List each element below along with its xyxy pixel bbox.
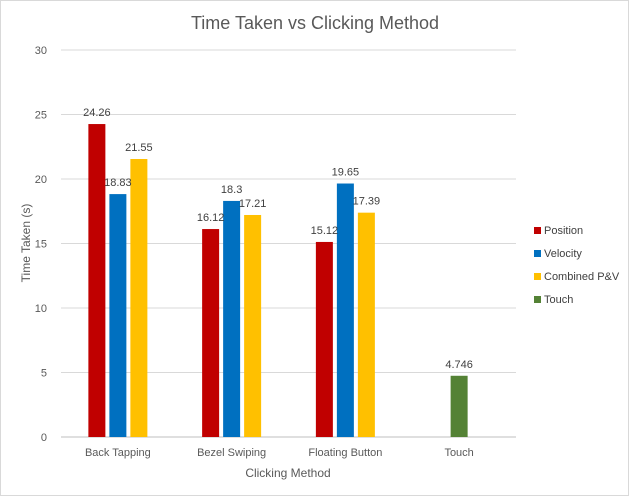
x-tick-label: Touch (444, 447, 473, 459)
legend: Position Velocity Combined P&V Touch (534, 225, 620, 306)
bars (88, 124, 468, 438)
bar-combined-p-v (357, 212, 375, 437)
data-label: 19.65 (332, 167, 360, 179)
bar-velocity (109, 194, 127, 437)
data-label: 18.3 (221, 184, 242, 196)
y-axis-ticks: 0 5 10 15 20 25 30 (35, 45, 47, 444)
x-axis-ticks: Back Tapping Bezel Swiping Floating Button… (85, 447, 474, 459)
legend-swatch (534, 273, 541, 280)
y-axis-title: Time Taken (s) (19, 204, 33, 283)
gridlines (61, 49, 516, 438)
bar-position (88, 124, 106, 438)
bar-combined-p-v (244, 214, 262, 437)
data-labels: 24.26 18.83 21.55 16.12 18.3 17.21 15.12 19.65 1… (83, 107, 473, 371)
legend-label: Position (544, 225, 583, 237)
chart-title: Time Taken vs Clicking Method (191, 13, 439, 33)
bar-touch (450, 375, 468, 437)
bar-position (202, 229, 220, 437)
legend-label: Velocity (544, 248, 582, 260)
x-tick-label: Floating Button (308, 447, 382, 459)
y-tick-label: 10 (35, 303, 47, 315)
y-tick-label: 5 (41, 368, 47, 380)
data-label: 21.55 (125, 142, 153, 154)
x-tick-label: Back Tapping (85, 447, 151, 459)
bar-position (315, 241, 333, 437)
data-label: 16.12 (197, 212, 225, 224)
x-axis-title: Clicking Method (245, 466, 330, 480)
data-label: 4.746 (445, 359, 473, 371)
x-tick-label: Bezel Swiping (197, 447, 266, 459)
data-label: 17.21 (239, 198, 267, 210)
legend-swatch (534, 296, 541, 303)
y-tick-label: 25 (35, 110, 47, 122)
bar-combined-p-v (130, 159, 148, 437)
legend-swatch (534, 227, 541, 234)
data-label: 24.26 (83, 107, 111, 119)
bar-velocity (223, 200, 241, 437)
y-tick-label: 0 (41, 432, 47, 444)
legend-swatch (534, 250, 541, 257)
y-tick-label: 20 (35, 174, 47, 186)
y-tick-label: 15 (35, 239, 47, 251)
data-label: 15.12 (311, 225, 339, 237)
data-label: 17.39 (353, 196, 381, 208)
legend-label: Combined P&V (544, 271, 620, 283)
y-tick-label: 30 (35, 45, 47, 57)
legend-label: Touch (544, 294, 573, 306)
bar-velocity (336, 183, 354, 437)
data-label: 18.83 (104, 177, 132, 189)
